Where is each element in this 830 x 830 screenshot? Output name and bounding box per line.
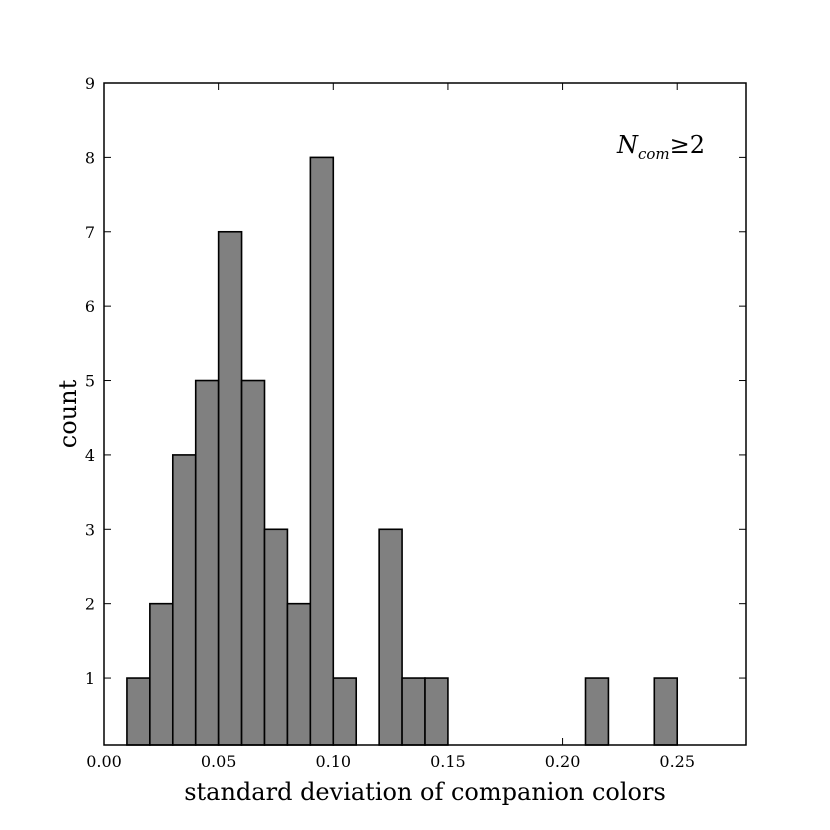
axis-tick-labels: 0.00 0.05 0.10 0.15 0.20 0.25 1 2 3 4 5 6 7 8 9: [85, 74, 695, 771]
histogram-bar: [126, 677, 151, 746]
histogram-bar: [424, 677, 449, 746]
plot-frame: [103, 82, 747, 746]
histogram-bar: [653, 677, 679, 746]
histogram-bar: [378, 528, 403, 746]
x-axis-title: standard deviation of companion colors: [184, 778, 666, 806]
histogram-bar: [401, 677, 426, 746]
histogram-bar: [194, 379, 220, 746]
y-tick-label: 9: [85, 74, 95, 93]
y-tick-label: 8: [85, 148, 95, 167]
histogram-bar: [149, 602, 174, 746]
histogram-bars: [126, 156, 679, 746]
x-tick-label: 0.00: [86, 752, 122, 771]
histogram-bar: [217, 230, 243, 746]
histogram-bar: [240, 379, 266, 746]
histogram-bar: [584, 677, 610, 746]
histogram-bar: [309, 156, 335, 746]
axis-ticks: [103, 82, 746, 745]
y-tick-label: 2: [85, 595, 95, 614]
histogram-bar: [332, 677, 358, 746]
histogram-bar: [286, 602, 312, 746]
annotation-symbol: N: [616, 131, 639, 159]
y-tick-label: 3: [85, 520, 95, 539]
histogram-bar: [263, 528, 289, 746]
x-tick-label: 0.10: [315, 752, 351, 771]
annotation-ncom: Ncom≥2: [616, 131, 705, 163]
histogram-bar: [171, 454, 197, 746]
y-axis-title: count: [54, 379, 82, 448]
x-tick-label: 0.20: [545, 752, 581, 771]
x-tick-label: 0.05: [201, 752, 237, 771]
y-tick-label: 5: [85, 372, 95, 391]
y-tick-label: 7: [85, 223, 95, 242]
annotation-subscript: com: [638, 145, 670, 163]
y-tick-label: 4: [85, 446, 95, 465]
x-tick-label: 0.25: [659, 752, 695, 771]
y-tick-label: 6: [85, 297, 95, 316]
x-tick-label: 0.15: [430, 752, 466, 771]
y-tick-label: 1: [85, 669, 95, 688]
annotation-relation: ≥2: [670, 131, 705, 159]
